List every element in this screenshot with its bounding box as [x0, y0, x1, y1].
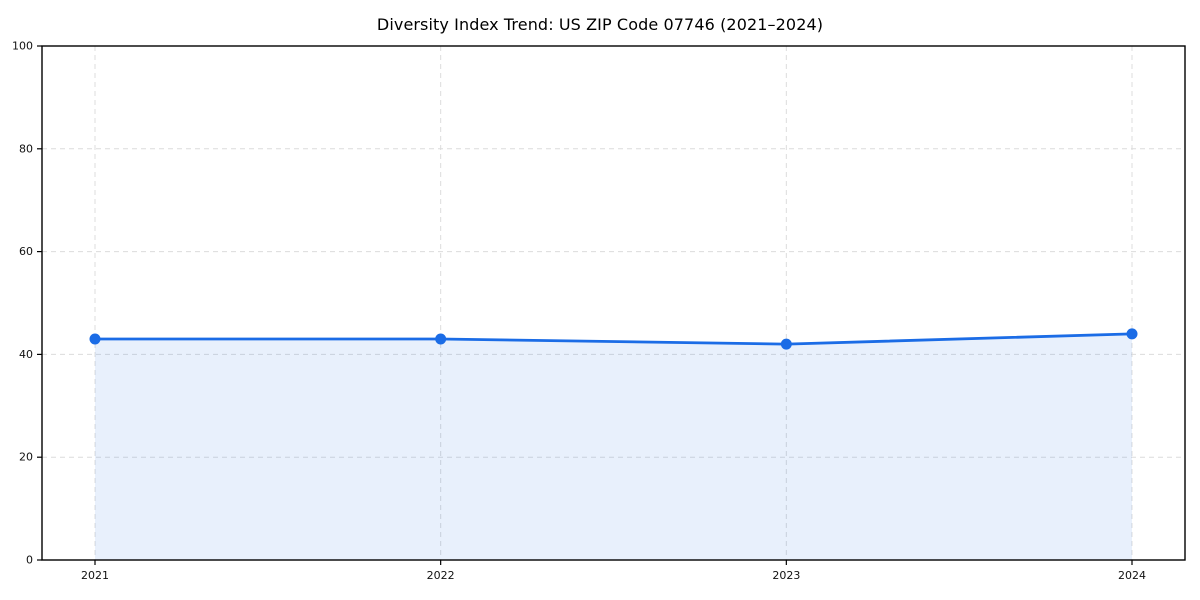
- x-tick-label: 2022: [427, 569, 455, 582]
- x-tick-label: 2023: [772, 569, 800, 582]
- x-tick-label: 2024: [1118, 569, 1146, 582]
- series-line: [93, 332, 1134, 346]
- chart-title: Diversity Index Trend: US ZIP Code 07746…: [376, 15, 824, 34]
- data-point-marker: [89, 333, 101, 345]
- series-area-fill: [95, 333, 1132, 560]
- y-tick-label: 40: [19, 348, 33, 361]
- plot-border: [41, 45, 1186, 561]
- y-tick-label: 0: [26, 554, 33, 567]
- y-tick-label: 20: [19, 451, 33, 464]
- y-tick-label: 60: [19, 245, 33, 258]
- y-tick-label: 100: [12, 40, 33, 53]
- plot-area-background: [42, 46, 1185, 560]
- data-point-marker: [435, 333, 447, 345]
- data-point-marker: [780, 338, 792, 350]
- y-tick-label: 80: [19, 142, 33, 155]
- x-tick-label: 2021: [81, 569, 109, 582]
- data-point-marker: [1126, 328, 1138, 340]
